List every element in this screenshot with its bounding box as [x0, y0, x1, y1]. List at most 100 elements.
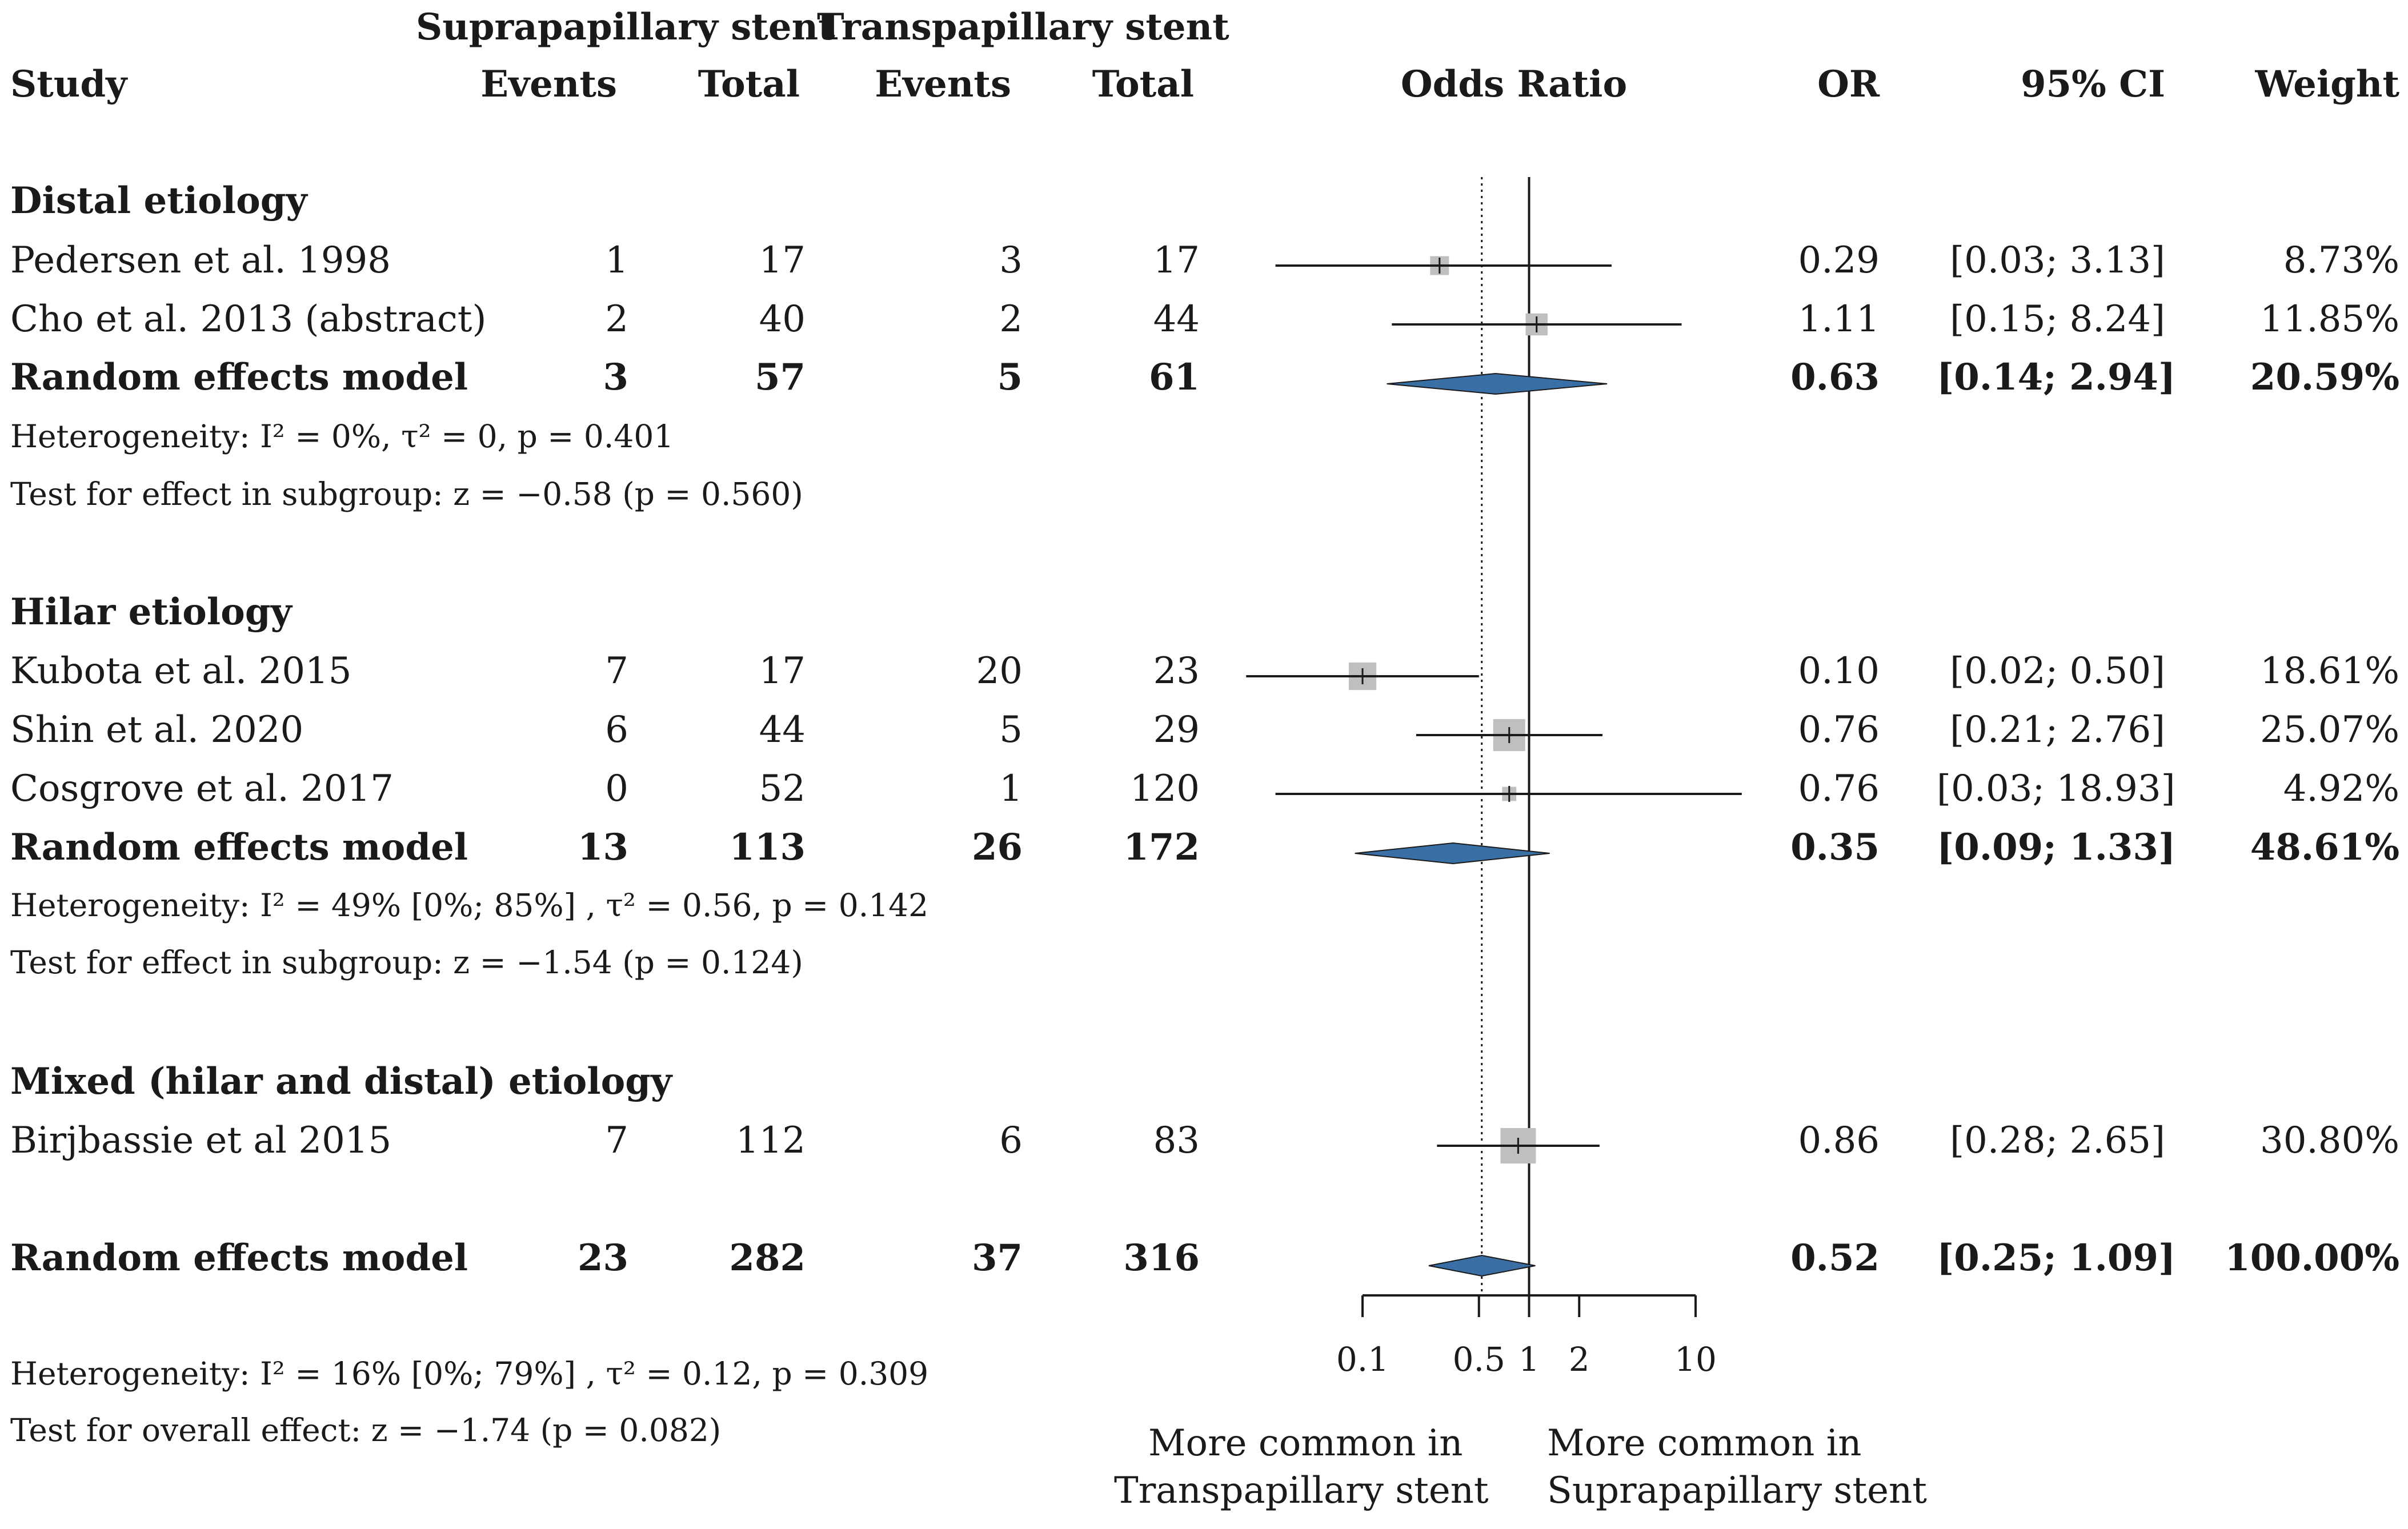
study-name: Birjbassie et al 2015	[10, 1119, 392, 1162]
total-2: 44	[1153, 298, 1200, 340]
ci-value: [0.03; 3.13]	[1950, 239, 2165, 282]
model-name: Random effects model	[10, 826, 468, 869]
subgroup-pooled-diamond	[1387, 372, 1608, 395]
overall-effect-test-note: Test for overall effect: z = −1.74 (p = …	[10, 1412, 722, 1448]
subgroup-test-note: Test for effect in subgroup: z = −0.58 (…	[10, 476, 803, 512]
weight-value: 100.00%	[2225, 1237, 2399, 1279]
favours-left-line2: Transpapillary stent	[1114, 1470, 1489, 1512]
header-total-2: Total	[1092, 63, 1194, 106]
favours-right-line2: Suprapapillary stent	[1547, 1470, 1927, 1512]
total-2: 83	[1153, 1119, 1200, 1162]
overall-pooled-diamond	[1428, 1254, 1536, 1277]
weight-value: 18.61%	[2259, 650, 2399, 692]
study-name: Cho et al. 2013 (abstract)	[10, 298, 487, 340]
heterogeneity-note: Heterogeneity: I² = 49% [0%; 85%] , τ² =…	[10, 887, 929, 924]
ci-value: [0.14; 2.94]	[1937, 356, 2176, 399]
events-1: 7	[605, 1119, 628, 1162]
heterogeneity-note: Heterogeneity: I² = 0%, τ² = 0, p = 0.40…	[10, 418, 674, 455]
events-2: 3	[999, 239, 1023, 282]
group1-title: Suprapapillary stent	[416, 6, 835, 49]
total-1: 113	[729, 826, 806, 869]
ci-value: [0.15; 8.24]	[1950, 298, 2165, 340]
total-2: 316	[1123, 1237, 1200, 1279]
subgroup-title: Hilar etiology	[10, 591, 292, 633]
total-2: 23	[1153, 650, 1200, 692]
weight-value: 4.92%	[2283, 768, 2399, 810]
total-1: 282	[729, 1237, 806, 1279]
x-axis-tick-label: 2	[1569, 1340, 1590, 1379]
total-2: 172	[1123, 826, 1200, 869]
events-2: 1	[999, 768, 1023, 810]
total-1: 57	[754, 356, 806, 399]
subgroup-pooled-diamond	[1355, 842, 1550, 865]
total-1: 52	[759, 768, 806, 810]
ci-value: [0.25; 1.09]	[1937, 1237, 2176, 1279]
weight-value: 8.73%	[2283, 239, 2399, 282]
x-axis-tick-label: 0.1	[1336, 1340, 1389, 1379]
total-1: 40	[759, 298, 806, 340]
header-events-1: Events	[480, 63, 617, 106]
ci-value: [0.28; 2.65]	[1950, 1119, 2165, 1162]
events-2: 37	[971, 1237, 1023, 1279]
subgroup-title: Mixed (hilar and distal) etiology	[10, 1060, 672, 1103]
header-events-2: Events	[875, 63, 1011, 106]
favours-left-line1: More common in	[1148, 1422, 1463, 1464]
favours-right-line1: More common in	[1547, 1422, 1862, 1464]
study-name: Shin et al. 2020	[10, 709, 304, 751]
group2-title: Transpapillary stent	[817, 6, 1229, 49]
events-1: 1	[605, 239, 628, 282]
or-value: 0.35	[1790, 826, 1880, 869]
header-weight: Weight	[2255, 63, 2399, 106]
x-axis-tick-label: 1	[1518, 1340, 1540, 1379]
total-2: 61	[1148, 356, 1200, 399]
weight-value: 48.61%	[2250, 826, 2399, 869]
header-total-1: Total	[698, 63, 800, 106]
study-name: Pedersen et al. 1998	[10, 239, 391, 282]
events-2: 6	[999, 1119, 1023, 1162]
weight-value: 11.85%	[2259, 298, 2399, 340]
weight-value: 20.59%	[2250, 356, 2399, 399]
events-2: 5	[999, 709, 1023, 751]
weight-value: 30.80%	[2259, 1119, 2399, 1162]
or-value: 1.11	[1798, 298, 1880, 340]
overall-model-name: Random effects model	[10, 1237, 468, 1279]
header-or: OR	[1817, 63, 1880, 106]
x-axis-tick-label: 10	[1674, 1340, 1717, 1379]
events-2: 20	[976, 650, 1023, 692]
header-odds-ratio: Odds Ratio	[1400, 63, 1628, 106]
events-1: 6	[605, 709, 628, 751]
total-1: 112	[735, 1119, 806, 1162]
header-study: Study	[10, 63, 127, 106]
or-value: 0.86	[1798, 1119, 1880, 1162]
header-ci: 95% CI	[2020, 63, 2165, 106]
total-1: 17	[759, 239, 806, 282]
total-2: 120	[1129, 768, 1200, 810]
study-name: Kubota et al. 2015	[10, 650, 352, 692]
events-2: 26	[971, 826, 1023, 869]
events-1: 23	[577, 1237, 628, 1279]
ci-value: [0.09; 1.33]	[1937, 826, 2176, 869]
overall-heterogeneity-note: Heterogeneity: I² = 16% [0%; 79%] , τ² =…	[10, 1355, 929, 1392]
total-2: 17	[1153, 239, 1200, 282]
or-value: 0.29	[1798, 239, 1880, 282]
subgroup-test-note: Test for effect in subgroup: z = −1.54 (…	[10, 944, 803, 981]
events-1: 13	[577, 826, 628, 869]
x-axis-tick-label: 0.5	[1453, 1340, 1505, 1379]
total-2: 29	[1153, 709, 1200, 751]
events-1: 3	[603, 356, 628, 399]
model-name: Random effects model	[10, 356, 468, 399]
events-1: 7	[605, 650, 628, 692]
events-2: 5	[997, 356, 1023, 399]
or-value: 0.52	[1790, 1237, 1880, 1279]
events-1: 0	[605, 768, 628, 810]
or-value: 0.10	[1798, 650, 1880, 692]
weight-value: 25.07%	[2259, 709, 2399, 751]
or-value: 0.63	[1790, 356, 1880, 399]
or-value: 0.76	[1798, 768, 1880, 810]
total-1: 44	[759, 709, 806, 751]
ci-value: [0.02; 0.50]	[1950, 650, 2165, 692]
events-2: 2	[999, 298, 1023, 340]
or-value: 0.76	[1798, 709, 1880, 751]
